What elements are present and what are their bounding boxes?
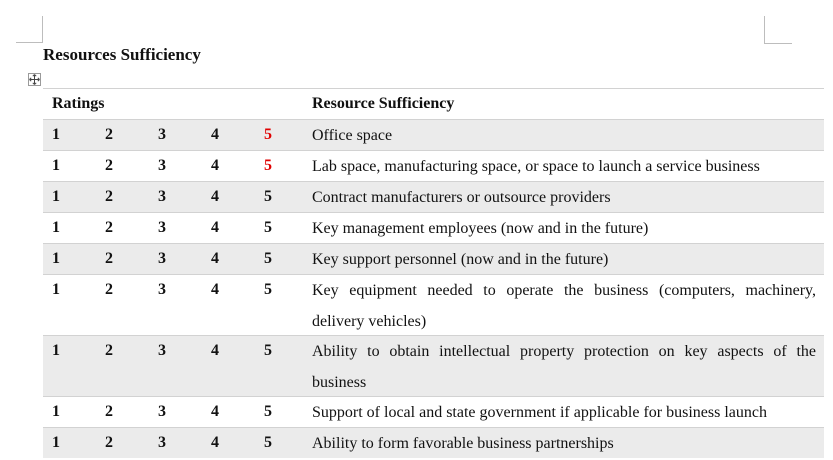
rating-value-2[interactable]: 2 [105,434,113,451]
rating-value-4[interactable]: 4 [211,188,219,205]
resource-description: Contract manufacturers or outsource prov… [312,189,611,206]
rating-value-3[interactable]: 3 [158,126,166,143]
rating-value-1[interactable]: 1 [52,157,60,174]
rating-value-4[interactable]: 4 [211,403,219,420]
rating-value-3[interactable]: 3 [158,250,166,267]
rating-value-5[interactable]: 5 [264,434,272,451]
table-row: 1 2 3 4 5 Support of local and state governme… [43,396,824,427]
resource-description: Key management employees (now and in the… [312,220,649,237]
rating-value-1[interactable]: 1 [52,281,60,298]
page-corner-mark-top-left [42,16,43,43]
rating-value-5[interactable]: 5 [264,126,272,143]
rating-value-3[interactable]: 3 [158,434,166,451]
rating-value-4[interactable]: 4 [211,434,219,451]
ratings-column-header: Ratings [52,95,105,112]
table-row: 1 2 3 4 5 Ability to form favorable business … [43,427,824,458]
page-corner-mark-top-right [764,16,765,44]
rating-value-1[interactable]: 1 [52,188,60,205]
rating-value-5[interactable]: 5 [264,281,272,298]
rating-value-3[interactable]: 3 [158,219,166,236]
resource-description: Key equipment needed to operate the busi… [312,282,816,330]
resource-description: Support of local and state government if… [312,404,767,421]
table-row: 1 2 3 4 5 Key support personnel (now and in t… [43,243,824,274]
resource-ratings-table: Ratings Resource Sufficiency 1 2 3 4 5 Office… [43,88,824,458]
resource-column-header: Resource Sufficiency [312,95,455,112]
rating-value-3[interactable]: 3 [158,342,166,359]
table-row: 1 2 3 4 5 Key management employees (now and i… [43,212,824,243]
resource-description: Ability to obtain intellectual property … [312,343,816,391]
table-row: 1 2 3 4 5 Ability to obtain intellectual prop… [43,335,824,396]
rating-value-1[interactable]: 1 [52,126,60,143]
page-corner-mark-top-left [16,42,43,43]
rating-value-2[interactable]: 2 [105,219,113,236]
rating-value-4[interactable]: 4 [211,219,219,236]
table-move-handle-icon[interactable] [28,73,41,86]
page-corner-mark-top-right [764,43,792,44]
rating-value-3[interactable]: 3 [158,403,166,420]
rating-value-4[interactable]: 4 [211,126,219,143]
resource-description: Ability to form favorable business partn… [312,435,614,452]
table-row: 1 2 3 4 5 Key equipment needed to operate the… [43,274,824,335]
rating-value-4[interactable]: 4 [211,250,219,267]
table-row: 1 2 3 4 5 Office space [43,119,824,150]
rating-value-4[interactable]: 4 [211,342,219,359]
rating-value-2[interactable]: 2 [105,281,113,298]
resource-description: Office space [312,127,393,144]
rating-value-3[interactable]: 3 [158,188,166,205]
rating-value-2[interactable]: 2 [105,157,113,174]
resource-description: Lab space, manufacturing space, or space… [312,158,760,175]
section-heading: Resources Sufficiency [43,45,201,64]
rating-value-5[interactable]: 5 [264,342,272,359]
rating-value-5[interactable]: 5 [264,250,272,267]
rating-value-5[interactable]: 5 [264,219,272,236]
rating-value-3[interactable]: 3 [158,157,166,174]
rating-value-1[interactable]: 1 [52,403,60,420]
rating-value-2[interactable]: 2 [105,250,113,267]
table-row: 1 2 3 4 5 Lab space, manufacturing space, or … [43,150,824,181]
rating-value-4[interactable]: 4 [211,157,219,174]
rating-value-5[interactable]: 5 [264,157,272,174]
resource-description: Key support personnel (now and in the fu… [312,251,609,268]
table-row: 1 2 3 4 5 Contract manufacturers or outsource… [43,181,824,212]
rating-value-1[interactable]: 1 [52,250,60,267]
rating-value-1[interactable]: 1 [52,219,60,236]
rating-value-2[interactable]: 2 [105,126,113,143]
rating-value-2[interactable]: 2 [105,188,113,205]
rating-value-2[interactable]: 2 [105,403,113,420]
table-header-row: Ratings Resource Sufficiency [43,88,824,119]
rating-value-1[interactable]: 1 [52,434,60,451]
rating-value-3[interactable]: 3 [158,281,166,298]
rating-value-5[interactable]: 5 [264,403,272,420]
rating-value-1[interactable]: 1 [52,342,60,359]
rating-value-5[interactable]: 5 [264,188,272,205]
table-body: 1 2 3 4 5 Office space 1 2 3 4 5 Lab space, manufac… [43,119,824,458]
rating-value-4[interactable]: 4 [211,281,219,298]
rating-value-2[interactable]: 2 [105,342,113,359]
